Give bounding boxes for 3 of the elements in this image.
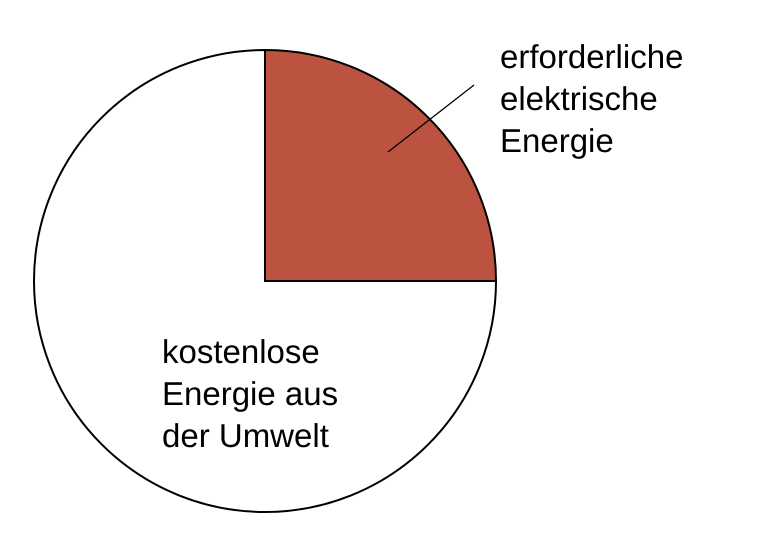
pie-slice [33,49,497,513]
slice-label: erforderliche elektrische Energie [500,38,684,159]
slice-label: kostenlose Energie aus der Umwelt [162,333,338,454]
